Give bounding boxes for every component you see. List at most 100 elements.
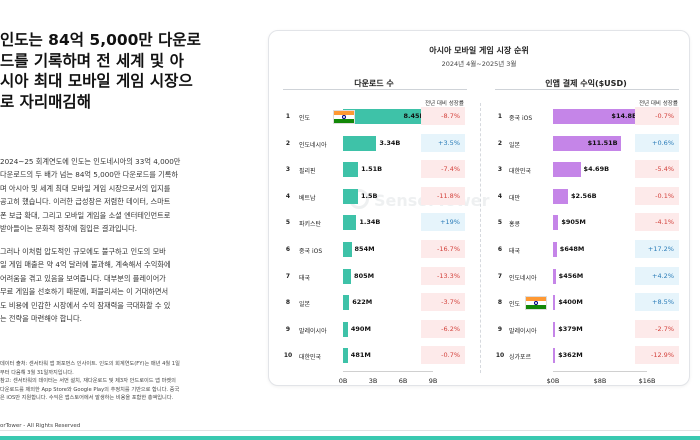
downloads-value-label: 490M [350,324,371,333]
downloads-value-label: 1.51B [361,165,383,174]
revenue-title-divider [495,89,679,90]
downloads-category-label: 필리핀 [299,168,316,176]
downloads-category-label: 중국 iOS [299,248,323,255]
revenue-rank: 8 [497,299,503,307]
brand-bottom-bar [0,436,700,440]
revenue-bar [553,242,557,257]
article-paragraph-2: 그러나 이처럼 압도적인 규모에도 불구하고 인도의 모바 일 게임 매출은 약… [0,245,248,325]
downloads-category-label: 인도 [299,115,311,122]
downloads-category-label: 파키스탄 [299,221,322,229]
revenue-tick-label: $16B [638,377,656,385]
downloads-rank: 4 [285,192,291,200]
downloads-value-label: 1.5B [361,191,378,200]
revenue-category-label: 태국 [509,248,521,255]
panel-separator [480,103,481,373]
source-line: 참고: 센서타워의 데이터는 서먼 설치, 재다운로드 및 제3자 안드로이드 … [0,378,176,385]
chart-card: SensorTower 아시아 모바일 게임 시장 순위 2024년 4월~20… [268,30,690,386]
paragraph-line: 다운로드의 두 배가 넘는 84억 5,000만 다운로드를 기록하 [0,170,178,180]
downloads-category-label: 태국 [299,274,311,282]
footer-divider [0,430,700,431]
revenue-bar [553,295,556,311]
downloads-value-label: 8.45B [403,112,425,120]
paragraph-line: 며 아시아 및 세계 최대 모바일 게임 시장으로서의 입지를 [0,183,171,193]
downloads-growth-cell: -3.7% [421,293,465,312]
revenue-value-label: $400M [558,298,583,307]
revenue-growth-header: 전년 대비 성장률 [639,101,678,107]
headline-line: 로 자리매김해 [0,92,91,111]
revenue-rank: 9 [497,325,503,333]
revenue-tick-label: $8B [593,377,607,385]
revenue-growth-cell: -2.7% [635,319,679,338]
article-paragraph-1: 2024~25 회계연도에 인도는 인도네시아의 33억 4,000만 다운로드… [0,155,248,235]
downloads-tick-label: 3B [368,377,378,385]
downloads-growth-cell: -8.7% [421,107,465,125]
copyright-text: orTower - All Rights Reserved [0,423,81,429]
downloads-category-label: 베트남 [299,194,316,202]
revenue-growth-cell: +4.2% [635,266,679,285]
paragraph-line: 어려움을 겪고 있음을 보여줍니다. 대부분의 플레이어가 [0,273,166,283]
revenue-value-label: $648M [559,245,585,253]
downloads-category-label: 일본 [299,301,311,309]
paragraph-line: 폰 보급 확대, 그리고 모바일 게임을 소셜 엔터테인먼트로 [0,210,171,220]
revenue-value-label: $362M [558,351,583,360]
chart-subtitle: 2024년 4월~2025년 3월 [441,60,517,68]
downloads-rank: 10 [283,352,293,360]
revenue-bar [553,215,559,231]
downloads-value-label: 805M [354,271,375,280]
revenue-growth-cell: +8.5% [635,293,679,312]
article-sources: 데이터 출처: 센서타워 앱 퍼포먼스 인사이트. 인도의 회계연도(FY)는 … [0,360,248,403]
revenue-value-label: $379M [558,324,583,333]
downloads-bar [343,215,357,231]
revenue-value-label: $11.51B [587,138,618,147]
paragraph-line: 일 게임 매출은 약 4억 달러에 불과해, 계속해서 수익화에 [0,260,171,270]
paragraph-line: 공고히 했습니다. 이러한 급성장은 저렴한 데이터, 스마트 [0,197,171,207]
downloads-tick-label: 6B [398,377,408,385]
downloads-axis-line [343,371,433,372]
revenue-bar [553,188,569,204]
revenue-rank: 5 [497,219,503,227]
paragraph-line: 무료 게임을 선호하기 때문에, 퍼블리셔는 이 거대하면서 [0,287,169,297]
downloads-tick-label: 9B [428,377,438,385]
downloads-value-label: 854M [354,245,375,253]
revenue-bar [553,135,621,151]
revenue-rank: 10 [495,352,505,360]
revenue-category-label: 일본 [509,141,521,149]
headline-line: 드를 기록하며 전 세계 및 아 [0,51,184,70]
downloads-rank: 8 [285,299,291,307]
revenue-growth-cell: -12.9% [635,346,679,365]
downloads-tick-label: 0B [338,377,348,385]
downloads-growth-cell: +19% [421,213,465,232]
downloads-bar [343,295,350,311]
downloads-bar [343,188,358,204]
revenue-category-label: 싱가포르 [509,354,532,362]
downloads-bar [343,348,348,364]
revenue-growth-cell: -0.1% [635,186,679,205]
paragraph-line: 는 전략을 마련해야 합니다. [0,314,82,324]
downloads-rank: 6 [285,246,291,253]
downloads-growth-cell: +3.5% [421,133,465,152]
paragraph-line: 도 비용에 민감한 시장에서 수익 잠재력을 극대화할 수 있 [0,300,171,310]
revenue-category-label: 인도네시아 [509,274,537,282]
downloads-bar [343,321,348,337]
downloads-growth-header: 전년 대비 성장률 [425,101,464,107]
revenue-rank: 4 [497,192,503,200]
downloads-rank: 3 [285,166,291,174]
source-line: 은 iOS만 지원합니다. 수익은 앱스토어에서 발생하는 비용을 포함한 총액… [0,395,174,402]
downloads-value-label: 622M [352,298,373,307]
chart-title: 아시아 모바일 게임 시장 순위 [429,46,529,55]
downloads-title: 다운로드 수 [354,79,394,88]
revenue-value-label: $905M [561,218,586,227]
headline-line: 시아 최대 모바일 게임 시장으 [0,72,193,90]
downloads-value-label: 1.34B [359,218,381,227]
downloads-rank: 5 [285,219,291,227]
downloads-growth-cell: -7.4% [421,160,465,179]
downloads-category-label: 대한민국 [299,354,322,362]
revenue-growth-cell: +0.6% [635,133,679,152]
revenue-growth-cell: -4.1% [635,213,679,232]
headline-line: 인도는 84억 5,000만 다운로 [0,31,201,49]
revenue-title: 인앱 결제 수익($USD) [545,79,627,88]
article-column: 인도는 84억 5,000만 다운로 드를 기록하며 전 세계 및 아 시아 최… [0,0,248,440]
downloads-rank: 1 [285,113,291,120]
downloads-category-label: 말레이시아 [299,327,327,335]
revenue-growth-cell: -5.4% [635,160,679,179]
